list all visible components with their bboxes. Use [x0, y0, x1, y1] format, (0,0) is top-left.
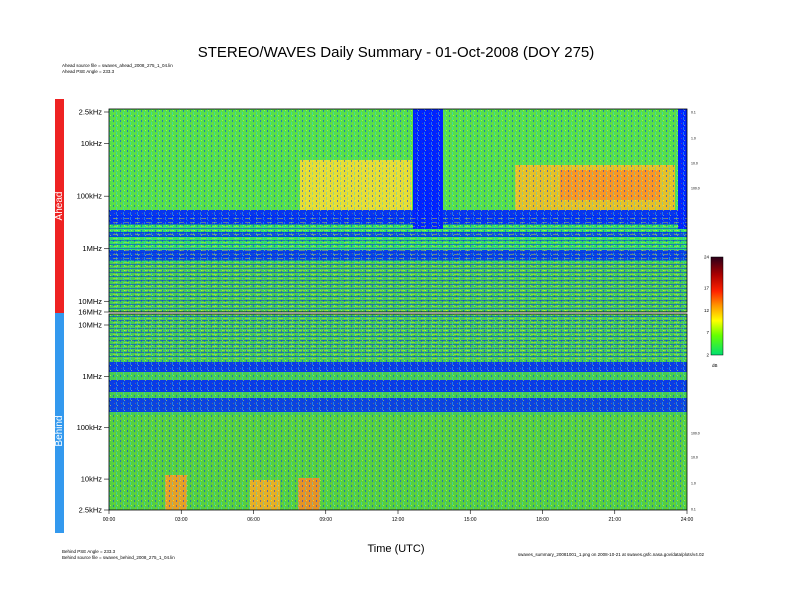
ahead-freq-tick-label: 10MHz [78, 297, 102, 306]
ahead-freq-tick-label: 10kHz [81, 139, 103, 148]
behind-freq-tick-label: 10kHz [81, 475, 103, 484]
behind-source-file: Behind source file = swaves_behind_2008_… [62, 555, 175, 560]
behind-band-label: Behind [54, 415, 65, 446]
behind-right-tick-label: 100.0 [691, 432, 700, 436]
time-tick-label: 15:00 [464, 517, 477, 523]
behind-spectrogram [109, 314, 687, 510]
time-tick-label: 24:00 [681, 517, 694, 523]
behind-freq-tick-label: 1MHz [82, 372, 102, 381]
ahead-freq-tick-label: 100kHz [77, 192, 103, 201]
time-tick-label: 21:00 [608, 517, 621, 523]
ahead-pse-angle: Ahead PSE Angle = 233.3 [62, 69, 115, 74]
colorbar-unit: dB [712, 363, 718, 368]
ahead-source-file: Ahead source file = swaves_ahead_2008_27… [62, 63, 173, 68]
x-axis-label: Time (UTC) [367, 543, 425, 555]
ahead-frame [108, 108, 688, 313]
behind-right-tick-label: 1.0 [691, 482, 696, 486]
time-tick-label: 18:00 [536, 517, 549, 523]
colorbar [710, 256, 724, 356]
ahead-freq-tick-label: 16MHz [78, 308, 102, 317]
time-tick-label: 12:00 [392, 517, 405, 523]
behind-freq-tick-label: 2.5kHz [79, 506, 103, 515]
colorbar-tick-label: 2 [706, 353, 709, 358]
behind-right-tick-label: 0.1 [691, 508, 696, 512]
ahead-right-tick-label: 10.0 [691, 162, 698, 166]
ahead-band [55, 99, 64, 313]
right-axis: 0.1 1.0 10.0 100.0 100.0 10.0 1.0 0.1 [691, 111, 700, 512]
footer-meta: Behind PSE Angle = 233.3 Behind source f… [62, 549, 175, 561]
time-tick-label: 09:00 [319, 517, 332, 523]
ahead-band-label: Ahead [54, 192, 65, 221]
behind-pse-angle: Behind PSE Angle = 233.3 [62, 549, 116, 554]
ahead-freq-tick-label: 1MHz [82, 244, 102, 253]
time-tick-label: 06:00 [247, 517, 260, 523]
behind-right-tick-label: 10.0 [691, 456, 698, 460]
time-tick-label: 00:00 [103, 517, 116, 523]
colorbar-tick-label: 7 [706, 330, 709, 335]
ahead-freq-tick-label: 2.5kHz [79, 108, 103, 117]
ahead-right-tick-label: 1.0 [691, 137, 696, 141]
behind-freq-tick-label: 10MHz [78, 321, 102, 330]
colorbar-tick-label: 24 [704, 255, 710, 260]
chart-title: STEREO/WAVES Daily Summary - 01-Oct-2008… [197, 44, 595, 61]
time-tick-label: 03:00 [175, 517, 188, 523]
colorbar-tick-label: 17 [704, 286, 710, 291]
ahead-right-tick-label: 100.0 [691, 187, 700, 191]
colorbar-tick-label: 12 [704, 308, 710, 313]
footer-right-note: swaves_summary_20081001_1.png on 2008-10… [517, 552, 704, 557]
behind-band [55, 313, 64, 533]
header-meta: Ahead source file = swaves_ahead_2008_27… [62, 63, 173, 75]
behind-freq-tick-label: 100kHz [77, 423, 103, 432]
frequency-axis: 2.5kHz 10kHz 100kHz 1MHz 10MHz 16MHz 10MHz 1MHz… [77, 108, 109, 515]
ahead-right-tick-label: 0.1 [691, 111, 696, 115]
colorbar-ticks: 2 7 12 17 24 [704, 255, 710, 358]
time-axis: 00:00 03:00 06:00 09:00 12:00 15:00 18:00 21:00… [103, 510, 694, 523]
ahead-spectrogram [109, 109, 687, 312]
